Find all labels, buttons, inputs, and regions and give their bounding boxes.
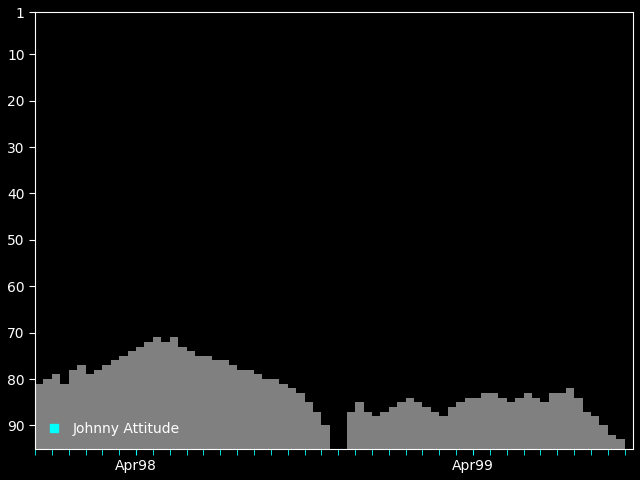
Legend: Johnny Attitude: Johnny Attitude <box>42 417 185 442</box>
